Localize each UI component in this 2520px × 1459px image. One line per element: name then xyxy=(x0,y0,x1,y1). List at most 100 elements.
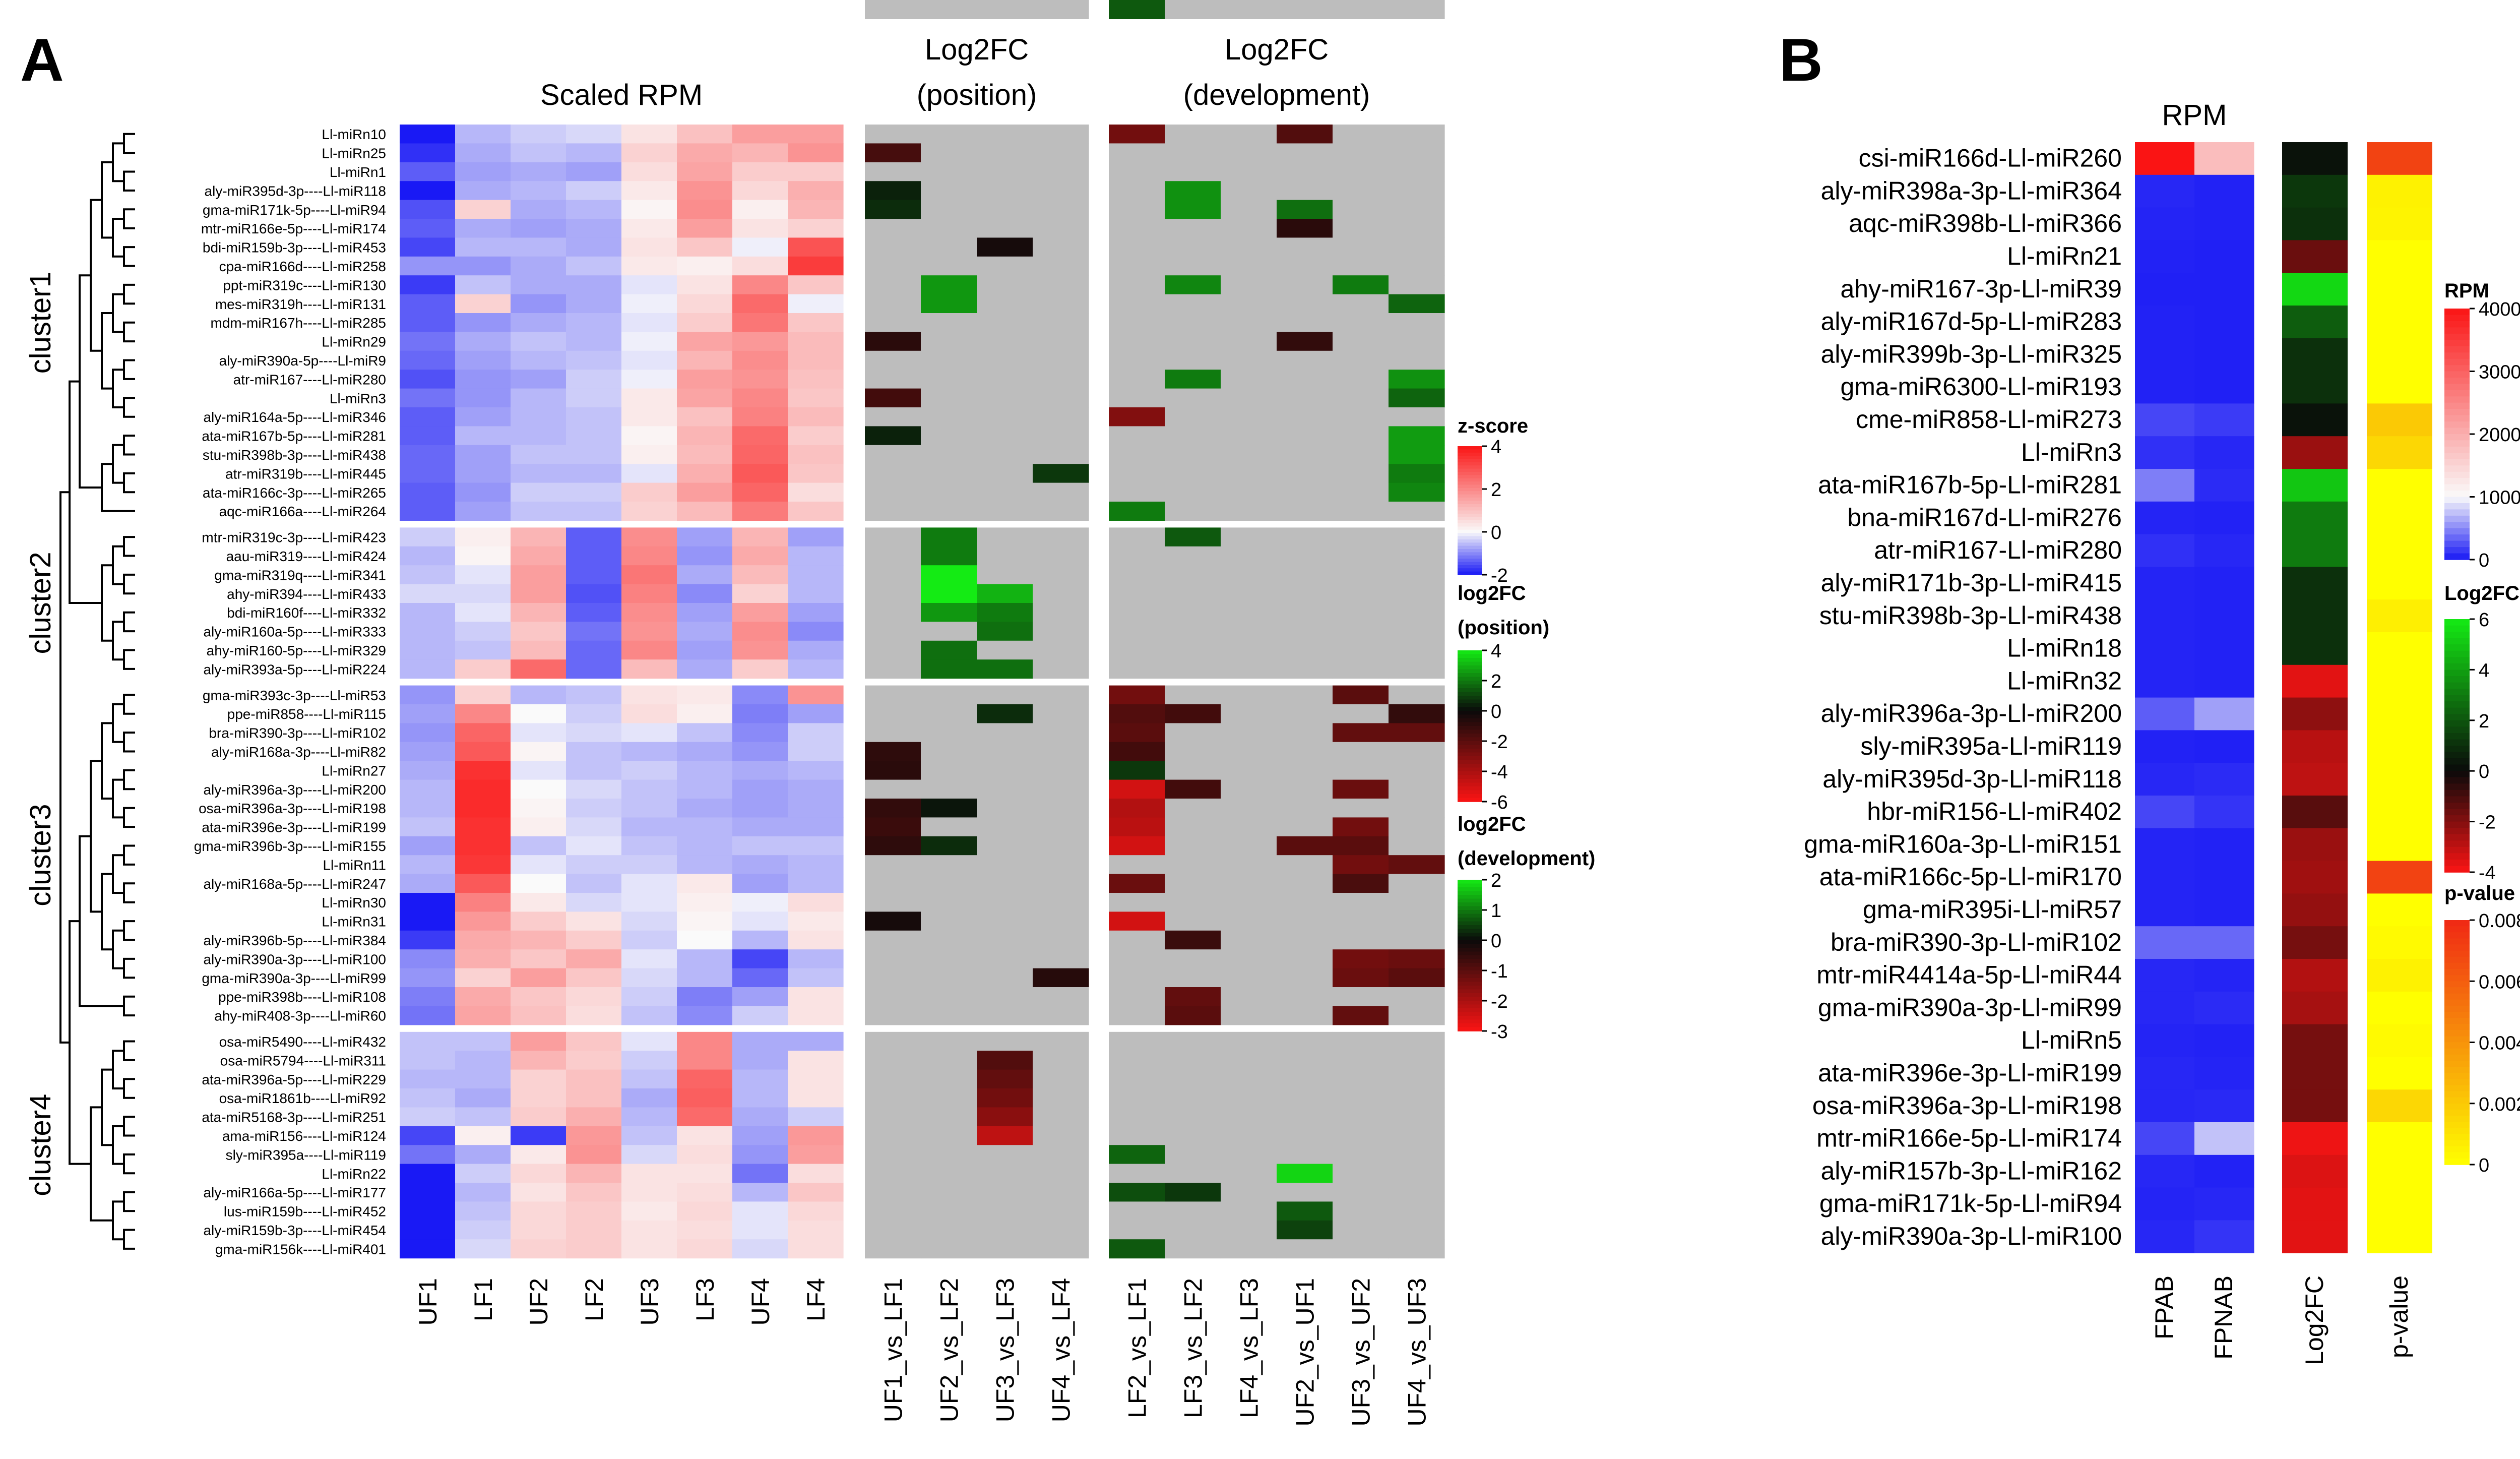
log2fc-cell xyxy=(2282,436,2348,469)
cell-0-44-6 xyxy=(732,968,788,988)
panel-b-legend-title: Log2FC xyxy=(2444,582,2519,604)
cell-1-55-1 xyxy=(921,1183,977,1202)
cell-0-43-0 xyxy=(400,949,456,969)
row-label: Ll-miRn31 xyxy=(322,914,386,930)
row-label: ata-miR5168-3p----Ll-miR251 xyxy=(202,1110,386,1125)
cell-0-57-6 xyxy=(732,1220,788,1240)
row-label: ppe-miR398b----Ll-miR108 xyxy=(218,989,386,1005)
cell-2-57-4 xyxy=(1333,1220,1389,1240)
cell-0-39-3 xyxy=(566,874,622,893)
cell-0-34-1 xyxy=(455,779,511,799)
cell-2-44-5 xyxy=(1389,968,1445,988)
cell-2-5-3 xyxy=(1277,219,1333,238)
legend-tick-label: -6 xyxy=(1491,792,1508,813)
cell-0-52-3 xyxy=(566,1126,622,1145)
panel-b-legend-swatch xyxy=(2444,515,2470,523)
cell-0-16-2 xyxy=(511,426,566,446)
cell-2-33-1 xyxy=(1165,761,1221,780)
cell-2-28-5 xyxy=(1389,659,1445,679)
cell-0-16-0 xyxy=(400,426,456,446)
cell-0-58-6 xyxy=(732,1239,788,1259)
cell-0-47-3 xyxy=(566,1031,622,1051)
cell-2-50-1 xyxy=(1165,1088,1221,1108)
cell-0-12-2 xyxy=(511,350,566,370)
pvalue-cell xyxy=(2367,1024,2432,1057)
cell-2-35-2 xyxy=(1221,799,1277,818)
legend-tick-label: 1 xyxy=(1491,900,1501,922)
cell-0-58-4 xyxy=(621,1239,677,1259)
legend-title: log2FC xyxy=(1458,813,1526,835)
cell-1-36-1 xyxy=(921,817,977,837)
cell-0-51-6 xyxy=(732,1107,788,1127)
rpm-cell-fpab xyxy=(2135,632,2195,665)
cell-0-54-0 xyxy=(400,1164,456,1183)
cell-0-51-4 xyxy=(621,1107,677,1127)
legend-swatch xyxy=(1458,887,1482,892)
cell-2-18-2 xyxy=(1221,464,1277,483)
cell-0-38-7 xyxy=(788,855,844,875)
cell-2-16-3 xyxy=(1277,426,1333,446)
cell-2-7-5 xyxy=(1389,256,1445,276)
cell-2-0-3 xyxy=(1277,125,1333,144)
legend-swatch xyxy=(1458,536,1482,540)
cell-2-30-0 xyxy=(1109,704,1165,723)
pvalue-cell xyxy=(2367,403,2432,437)
row-label: gma-miR171k-5p----Ll-miR94 xyxy=(203,202,386,218)
cell-0-2-6 xyxy=(732,162,788,181)
cell-2-12-4 xyxy=(1333,350,1389,370)
cell-2-10-1 xyxy=(1165,313,1221,332)
cell-0-46-3 xyxy=(566,1006,622,1025)
panel-a-legends: z-score420-2log2FC(position)420-2-4-6log… xyxy=(1458,415,1595,1043)
cell-0-12-0 xyxy=(400,350,456,370)
cell-0-11-7 xyxy=(788,332,844,351)
cell-0-41-0 xyxy=(400,911,456,931)
panel-b-row-label: aly-miR157b-3p-Ll-miR162 xyxy=(1821,1157,2122,1185)
row-label: aly-miR159b-3p----Ll-miR454 xyxy=(203,1223,386,1238)
cell-0-13-0 xyxy=(400,370,456,389)
log2fc-cell xyxy=(2282,959,2348,992)
cell-0-10-4 xyxy=(621,313,677,332)
cell-0-24-4 xyxy=(621,584,677,603)
cell-0-22-1 xyxy=(455,546,511,566)
cell-1-36-3 xyxy=(1033,817,1089,837)
rpm-cell-fpab xyxy=(2135,534,2195,567)
cell-0-0-5 xyxy=(677,125,733,144)
cell-1-42-2 xyxy=(977,930,1033,950)
pvalue-cell xyxy=(2367,174,2432,208)
legend-swatch xyxy=(1458,555,1482,559)
cell-0-12-5 xyxy=(677,350,733,370)
legend-swatch xyxy=(1458,726,1482,731)
cell-0-31-7 xyxy=(788,723,844,743)
cell-0-53-2 xyxy=(511,1145,566,1165)
cell-1-41-1 xyxy=(921,911,977,931)
cell-0-30-4 xyxy=(621,704,677,723)
cell-0-16-4 xyxy=(621,426,677,446)
cell-1-36-0 xyxy=(865,817,921,837)
legend-swatch xyxy=(1458,665,1482,670)
cell-0-46-5 xyxy=(677,1006,733,1025)
row-label: sly-miR395a----Ll-miR119 xyxy=(226,1147,386,1163)
cell-2-25-4 xyxy=(1333,603,1389,622)
cell-2-11-2 xyxy=(1221,332,1277,351)
cell-0-28-7 xyxy=(788,659,844,679)
cell-2-15-5 xyxy=(1389,407,1445,427)
cell-2-55-4 xyxy=(1333,1183,1389,1202)
legend-swatch xyxy=(1458,902,1482,907)
panel-b-legend-swatch xyxy=(2444,1067,2470,1073)
cell-0-19-3 xyxy=(566,482,622,502)
cell-0-47-0 xyxy=(400,1031,456,1051)
cell-2-48-0 xyxy=(1109,1051,1165,1070)
panel-b-rpm-title: RPM xyxy=(2162,99,2227,132)
dendrogram-branch xyxy=(112,1200,124,1241)
cell-1-38-1 xyxy=(921,855,977,875)
cell-2-51-5 xyxy=(1389,1107,1445,1127)
cell-2-27-2 xyxy=(1221,640,1277,660)
cell-0-45-5 xyxy=(677,987,733,1006)
cell-0-18-1 xyxy=(455,464,511,483)
cell-0-20-4 xyxy=(621,502,677,521)
log2fc-cell xyxy=(2282,207,2348,240)
cluster-label: cluster1 xyxy=(24,271,57,374)
cell-0-18-3 xyxy=(566,464,622,483)
dendrogram-branch xyxy=(123,807,135,828)
legend-swatch xyxy=(1458,910,1482,915)
